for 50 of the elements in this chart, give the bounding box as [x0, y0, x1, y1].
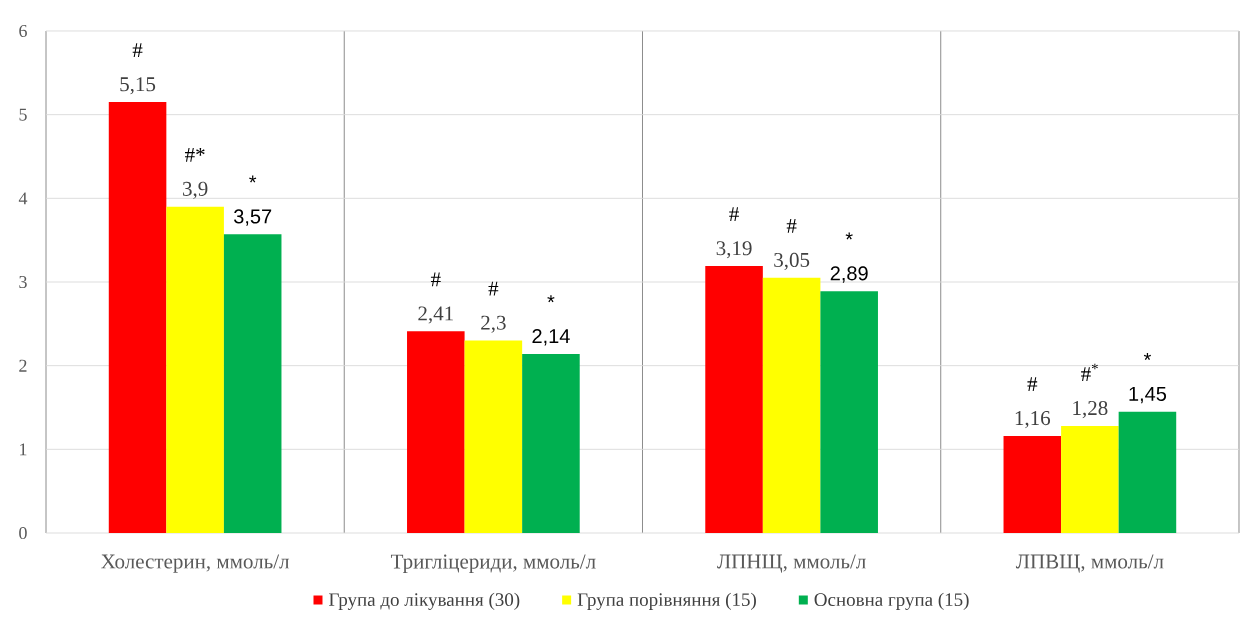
annotation: #: [729, 207, 739, 222]
bar: [108, 102, 167, 533]
bar: [166, 206, 224, 533]
bar: [762, 277, 821, 533]
annotation: *: [845, 232, 853, 240]
bar: [820, 291, 878, 533]
legend-label: Основна група (15): [814, 592, 969, 610]
data-label: 3,05: [774, 252, 810, 271]
y-tick-label: 4: [18, 192, 28, 205]
x-tick-label: Холестерин, ммоль/л: [101, 554, 290, 573]
bar: [1003, 435, 1062, 533]
data-label: 2,41: [418, 306, 453, 324]
bar: [522, 353, 580, 533]
x-tick-label: ЛПВЩ, ммоль/л: [1015, 554, 1164, 573]
annotation: #: [786, 219, 797, 233]
y-tick-label: 3: [19, 275, 27, 289]
data-label: 3,57: [233, 209, 272, 226]
bar: [464, 340, 523, 533]
annotation: #: [430, 272, 441, 287]
x-tick-label: Тригліцериди, ммоль/л: [390, 554, 596, 573]
y-tick-label: 2: [19, 359, 27, 372]
y-tick-label: 1: [20, 443, 27, 456]
annotation: #*: [185, 147, 205, 162]
y-tick-label: 0: [19, 526, 27, 540]
x-tick-label: ЛПНЩ, ммоль/л: [717, 554, 866, 573]
annotation: *: [249, 175, 257, 183]
data-label: 3,9: [183, 181, 208, 199]
legend-label: Група до лікування (30): [329, 592, 520, 610]
bar: [407, 331, 465, 533]
data-label: 1,28: [1073, 400, 1108, 419]
annotation: #$^{*}$: [1081, 363, 1098, 381]
bar: [1061, 425, 1119, 533]
bar: [1118, 411, 1177, 533]
data-label: 3,19: [716, 241, 752, 259]
data-label: 2,14: [532, 328, 570, 346]
data-label: 1,16: [1015, 411, 1051, 429]
bar: [705, 266, 763, 533]
annotation: #: [488, 281, 499, 296]
annotation: *: [547, 295, 555, 303]
annotation: *: [1143, 352, 1152, 360]
legend-label: Група порівняння (15): [577, 592, 756, 610]
data-label: 2,89: [830, 266, 868, 283]
data-label: 5,15: [120, 77, 156, 95]
data-label: 2,3: [481, 315, 506, 333]
data-label: 1,45: [1129, 386, 1167, 404]
y-tick-label: 5: [19, 108, 27, 121]
bar: [223, 234, 282, 533]
annotation: #: [1027, 377, 1038, 391]
y-tick-label: 6: [19, 24, 27, 38]
annotation: #: [132, 43, 143, 58]
